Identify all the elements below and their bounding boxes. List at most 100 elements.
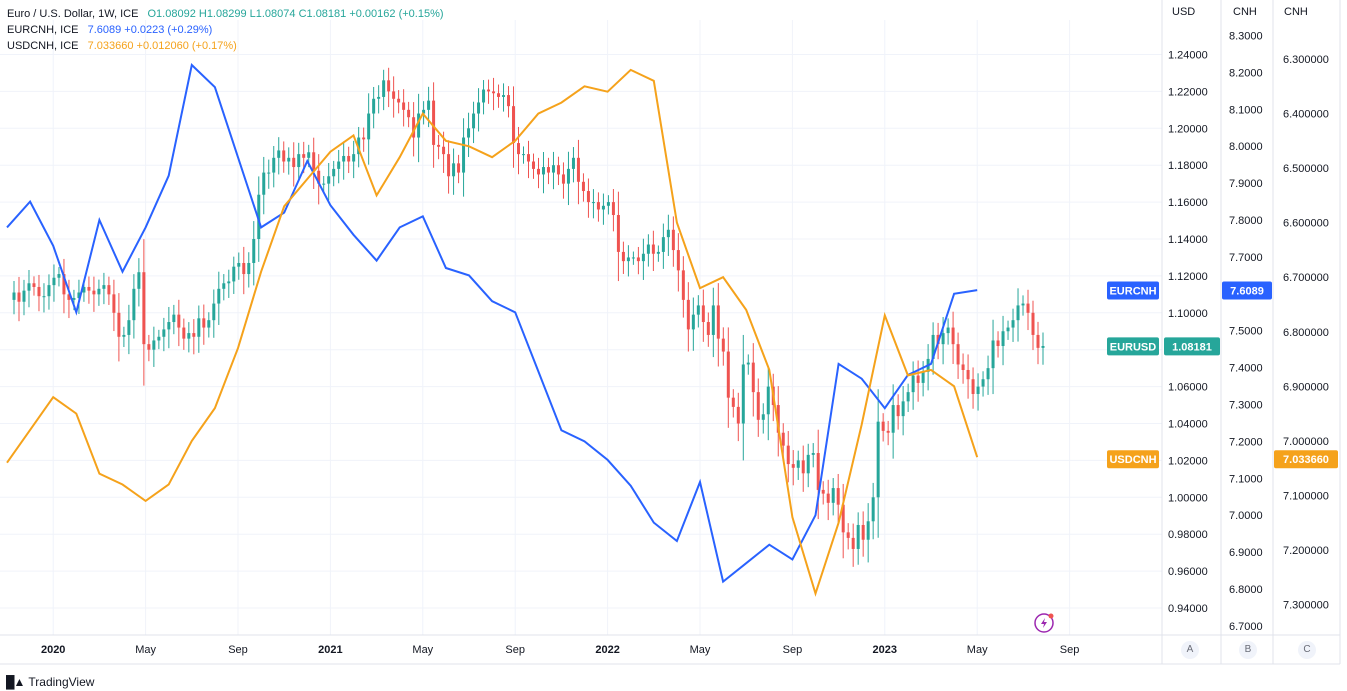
candle-body [232,266,236,282]
x-tick-label: Sep [783,644,803,656]
candle-body [87,286,91,291]
cnh2-tick-label: 6.600000 [1283,218,1329,230]
cnh-tick-label: 7.1000 [1229,473,1263,485]
candle-body [82,286,86,293]
candle-body [222,283,226,289]
usd-tick-label: 1.22000 [1168,86,1208,98]
candle-body [831,488,835,503]
candle-body [716,305,720,339]
candle-body [337,161,341,169]
tradingview-logo-icon: █▲ [6,675,25,689]
candle-body [551,165,555,173]
usd-tick-label: 1.10000 [1168,308,1208,320]
candle-body [811,453,815,455]
candle-body [671,229,675,251]
candle-body [726,351,730,398]
candle-body [746,362,750,365]
candle-body [172,314,176,323]
scale-b-button[interactable]: B [1239,641,1257,659]
candle-body [931,334,935,359]
candle-body [561,174,565,184]
scale-c-button[interactable]: C [1298,641,1316,659]
candle-body [397,98,401,103]
candle-body [517,143,521,155]
candle-body [362,137,366,140]
x-tick-label: 2020 [41,644,65,656]
scale-a-button[interactable]: A [1181,641,1199,659]
candle-body [806,454,810,474]
candle-body [42,296,46,298]
candle-body [1041,346,1045,348]
cnh-tick-label: 7.5000 [1229,326,1263,338]
candle-body [437,144,441,147]
candle-body [861,524,865,540]
candle-body [287,157,291,162]
x-tick-label: 2022 [595,644,619,656]
candle-body [836,488,840,505]
candle-body [556,165,560,175]
candle-body [976,386,980,394]
candle-body [676,250,680,271]
candle-body [706,322,710,335]
candle-body [392,91,396,99]
candle-body [871,497,875,522]
x-tick-label: 2021 [318,644,342,656]
candle-body [711,305,715,335]
candle-body [531,161,535,169]
candle-body [452,163,456,177]
candle-body [477,102,481,114]
eurusd-candles [12,67,1045,567]
candle-body [522,154,526,156]
brand[interactable]: █▲ TradingView [6,675,94,689]
candle-body [182,327,186,339]
candle-body [911,375,915,393]
candle-body [492,91,496,94]
candle-body [721,338,725,352]
candle-body [611,202,615,216]
candle-body [197,318,201,337]
candle-body [462,137,466,173]
cnh-eurcnh-axis: 6.7000 6.8000 6.9000 7.0000 7.1000 7.2000 7.30… [1229,31,1263,633]
candle-body [357,137,361,155]
cnh-scale-header-2: CNH [1284,6,1308,18]
candle-body [921,371,925,383]
candle-body [701,305,705,323]
usd-tick-label: 1.02000 [1168,455,1208,467]
candle-body [696,305,700,315]
candle-body [1036,334,1040,348]
candle-body [267,172,271,174]
x-tick-label: May [967,644,988,656]
candle-body [776,405,780,433]
usd-tick-label: 1.18000 [1168,160,1208,172]
candle-body [447,154,451,177]
candle-body [127,320,131,335]
legend-eurcnh-row[interactable]: EURCNH, ICE 7.6089 +0.0223 (+0.29%) [7,22,444,38]
candle-body [142,272,146,345]
replay-icon[interactable] [1034,613,1054,633]
candle-body [247,262,251,275]
candle-body [407,109,411,118]
cnh2-tick-label: 6.700000 [1283,272,1329,284]
candle-body [766,386,770,415]
candle-body [576,157,580,182]
candle-body [641,253,645,262]
candle-body [312,152,316,171]
legend-eurcnh-values: 7.6089 +0.0223 (+0.29%) [87,24,213,36]
legend-main-row[interactable]: Euro / U.S. Dollar, 1W, ICE O1.08092 H1.… [7,6,444,22]
cnh2-tick-label: 6.800000 [1283,327,1329,339]
x-tick-label: Sep [505,644,525,656]
candle-body [427,100,431,110]
eurusd-badge: EURUSD 1.08181 [1107,337,1220,356]
legend-ohlc: O1.08092 H1.08299 L1.08074 C1.08181 +0.0… [147,8,444,20]
chart-legend: Euro / U.S. Dollar, 1W, ICE O1.08092 H1.… [7,6,444,54]
candle-body [272,157,276,173]
cnh-tick-label: 6.8000 [1229,584,1263,596]
legend-usdcnh-row[interactable]: USDCNH, ICE 7.033660 +0.012060 (+0.17%) [7,38,444,54]
candle-body [282,150,286,162]
candle-body [62,274,66,295]
price-badges: EURCNH 7.6089 EURUSD 1.08181 USDCNH 7.033660 [1107,281,1338,469]
candle-body [32,283,36,287]
usdcnh-badge: USDCNH 7.033660 [1107,450,1338,469]
candle-body [217,288,221,304]
